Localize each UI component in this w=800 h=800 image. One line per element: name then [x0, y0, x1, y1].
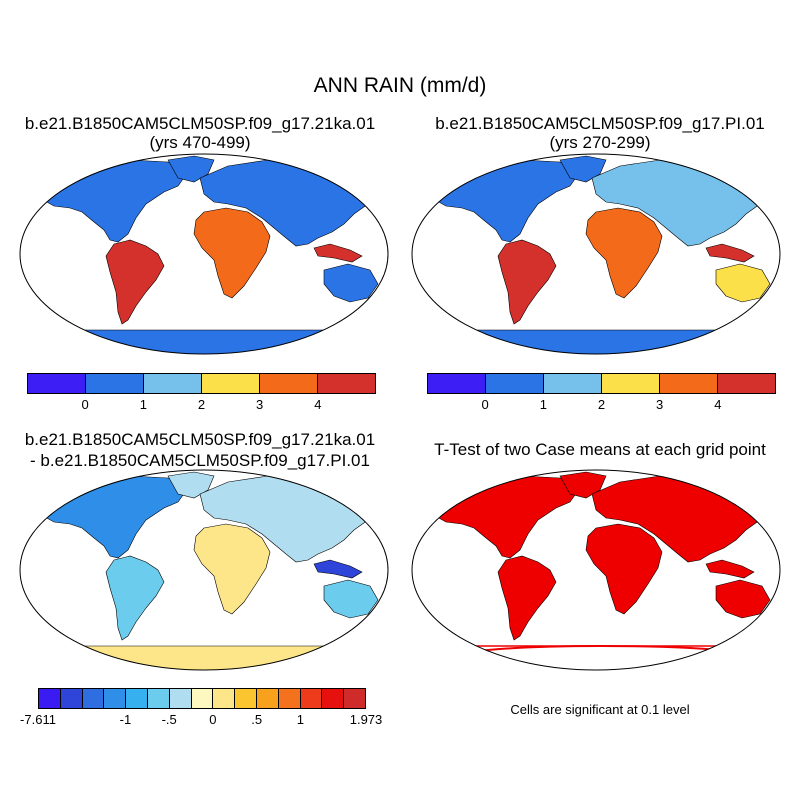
colorbar-tick-label: 2	[597, 397, 606, 412]
greenland	[167, 471, 215, 499]
colorbar-swatch	[300, 689, 323, 708]
south-america	[105, 239, 165, 325]
greenland	[167, 155, 215, 183]
south-america	[497, 239, 557, 325]
colorbar-swatch	[718, 374, 775, 393]
colorbar-swatch	[39, 689, 61, 708]
colorbar-swatch	[126, 689, 148, 708]
panel3-subtitle: - b.e21.B1850CAM5CLM50SP.f09_g17.PI.01	[30, 451, 370, 470]
colorbar-swatch	[278, 689, 301, 708]
southeast-asia-islands	[705, 243, 755, 263]
colorbar-swatch	[256, 689, 279, 708]
southeast-asia-islands	[313, 559, 363, 579]
colorbar-swatch	[260, 374, 318, 393]
panel3-title: b.e21.B1850CAM5CLM50SP.f09_g17.21ka.01	[24, 430, 376, 449]
map-pi-rain	[411, 153, 781, 355]
colorbar-tick-label: -7.611	[20, 712, 56, 727]
colorbar-swatch	[169, 689, 192, 708]
southeast-asia-islands	[705, 559, 755, 579]
colorbar-tick-label: 1.973	[349, 712, 383, 727]
antarctica	[20, 329, 388, 354]
africa	[585, 523, 663, 615]
colorbar-swatch	[147, 689, 170, 708]
colorbar-tick-label: 2	[197, 397, 206, 412]
antarctica	[412, 645, 780, 670]
colorbar-tick-label: 0	[481, 397, 489, 412]
colorbar-swatch	[486, 374, 544, 393]
colorbar-abs-2	[427, 373, 776, 394]
australia	[323, 263, 379, 303]
colorbar-swatch	[60, 689, 83, 708]
colorbar-swatch	[82, 689, 105, 708]
map-rain-difference	[19, 469, 389, 671]
australia	[323, 579, 379, 619]
colorbar-swatch	[660, 374, 718, 393]
colorbar-swatch	[318, 374, 375, 393]
significance-note: Cells are significant at 0.1 level	[510, 702, 690, 717]
colorbar-tick-label: 1	[539, 397, 547, 412]
colorbar-tick-label: -1	[119, 712, 132, 727]
colorbar-swatch	[144, 374, 202, 393]
colorbar-tick-label: 3	[656, 397, 664, 412]
panel2-subtitle: (yrs 270-299)	[549, 133, 651, 152]
colorbar-swatch	[344, 689, 365, 708]
colorbar-diff	[38, 688, 366, 709]
africa	[585, 207, 663, 299]
antarctica	[412, 329, 780, 354]
colorbar-tick-label: .5	[251, 712, 263, 727]
australia	[715, 263, 771, 303]
colorbar-tick-label: 4	[714, 397, 722, 412]
colorbar-swatch	[428, 374, 486, 393]
greenland	[559, 471, 607, 499]
greenland	[559, 155, 607, 183]
panel1-subtitle: (yrs 470-499)	[149, 133, 251, 152]
colorbar-swatch	[86, 374, 144, 393]
map-ttest-significance	[411, 469, 781, 671]
colorbar-swatch	[104, 689, 127, 708]
south-america	[105, 555, 165, 641]
colorbar-abs-1	[27, 373, 376, 394]
panel2-title: b.e21.B1850CAM5CLM50SP.f09_g17.PI.01	[435, 114, 765, 133]
colorbar-tick-label: 0	[209, 712, 217, 727]
colorbar-swatch	[213, 689, 236, 708]
africa	[193, 523, 271, 615]
colorbar-tick-label: 0	[81, 397, 89, 412]
colorbar-tick-label: 3	[256, 397, 264, 412]
colorbar-swatch	[602, 374, 660, 393]
colorbar-swatch	[322, 689, 345, 708]
colorbar-tick-label: 1	[296, 712, 305, 727]
colorbar-swatch	[202, 374, 260, 393]
colorbar-swatch	[544, 374, 602, 393]
antarctica	[20, 645, 388, 670]
colorbar-tick-label: 4	[314, 397, 322, 412]
south-america	[497, 555, 557, 641]
colorbar-tick-label: 1	[139, 397, 147, 412]
panel4-title: T-Test of two Case means at each grid po…	[434, 440, 766, 459]
colorbar-swatch	[28, 374, 86, 393]
australia	[715, 579, 771, 619]
figure-title: ANN RAIN (mm/d)	[313, 74, 487, 97]
colorbar-swatch	[191, 689, 214, 708]
africa	[193, 207, 271, 299]
map-21ka-rain	[19, 153, 389, 355]
panel1-title: b.e21.B1850CAM5CLM50SP.f09_g17.21ka.01	[24, 114, 376, 133]
colorbar-swatch	[235, 689, 257, 708]
colorbar-tick-label: -.5	[161, 712, 177, 727]
southeast-asia-islands	[313, 243, 363, 263]
